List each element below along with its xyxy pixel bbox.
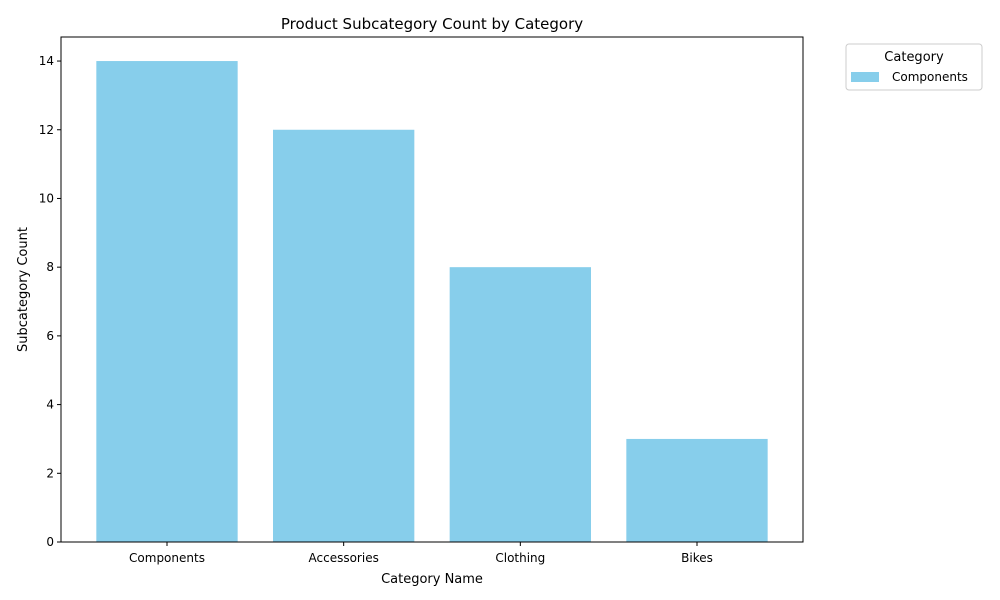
y-axis-label: Subcategory Count bbox=[16, 227, 31, 352]
bar-clothing bbox=[449, 267, 591, 542]
bar-accessories bbox=[273, 129, 415, 542]
bar-components bbox=[96, 61, 238, 543]
legend-swatch bbox=[851, 72, 879, 82]
bar-bikes bbox=[626, 438, 768, 542]
y-tick-label: 2 bbox=[46, 466, 54, 480]
y-tick-label: 14 bbox=[39, 54, 54, 68]
legend: Category Components bbox=[845, 43, 983, 91]
y-tick-label: 12 bbox=[39, 123, 54, 137]
y-tick-label: 8 bbox=[46, 260, 54, 274]
chart-title: Product Subcategory Count by Category bbox=[281, 15, 583, 33]
x-tick-label: Components bbox=[129, 551, 205, 565]
x-tick-label: Accessories bbox=[309, 551, 379, 565]
legend-title: Category bbox=[884, 50, 944, 65]
x-tick-label: Clothing bbox=[495, 551, 545, 565]
x-axis-label: Category Name bbox=[381, 572, 483, 587]
y-tick-label: 6 bbox=[46, 329, 54, 343]
x-tick-label: Bikes bbox=[681, 551, 713, 565]
y-tick-label: 0 bbox=[46, 535, 54, 549]
y-tick-label: 4 bbox=[46, 398, 54, 412]
plot-frame bbox=[60, 36, 804, 543]
plot-area: 0 2 4 6 8 10 12 14 Components Accessories Clothin… bbox=[39, 36, 804, 565]
legend-entry-label: Components bbox=[892, 70, 968, 84]
y-tick-label: 10 bbox=[39, 191, 54, 205]
legend-frame bbox=[845, 43, 983, 91]
